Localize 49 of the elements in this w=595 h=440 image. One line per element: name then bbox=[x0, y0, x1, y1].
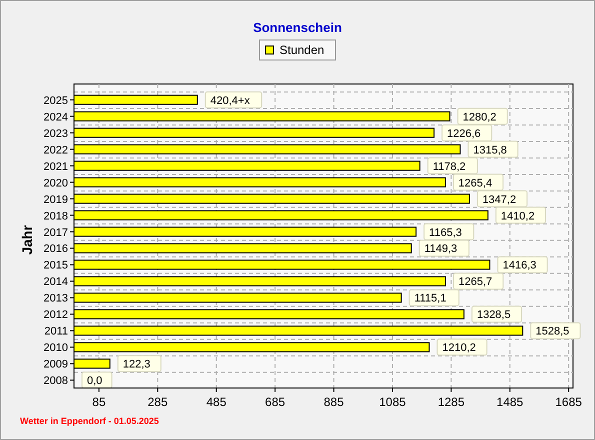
y-tick-label: 2022 bbox=[44, 144, 68, 156]
text: 1416,3 bbox=[502, 260, 536, 272]
legend-label: Stunden bbox=[280, 43, 324, 57]
y-tick-label: 2017 bbox=[44, 226, 68, 239]
text: 122,3 bbox=[122, 358, 150, 371]
text: 1265,4 bbox=[458, 177, 492, 190]
text: 420,4+x bbox=[210, 94, 250, 107]
x-tick-label: 1285 bbox=[438, 395, 465, 409]
x-tick-label: 1685 bbox=[555, 395, 582, 409]
x-tick-label: 885 bbox=[324, 395, 344, 409]
text: 1115,1 bbox=[414, 292, 446, 305]
y-tick-label: 2008 bbox=[44, 375, 68, 388]
y-tick-label: 2019 bbox=[44, 194, 68, 206]
y-tick-label: 2016 bbox=[44, 243, 68, 256]
y-tick-label: 2023 bbox=[44, 128, 68, 140]
y-tick-label: 2025 bbox=[44, 94, 68, 107]
text: 1347,2 bbox=[482, 194, 516, 206]
text: 1210,2 bbox=[442, 342, 476, 354]
text: 1265,7 bbox=[458, 276, 492, 288]
x-tick-label: 285 bbox=[148, 395, 168, 409]
text: 1528,5 bbox=[536, 326, 570, 338]
y-tick-label: 2020 bbox=[44, 177, 68, 190]
text: Wetter in Eppendorf - 01.05.2025 bbox=[20, 416, 159, 426]
x-tick-label: 685 bbox=[265, 395, 286, 409]
y-tick-label: 2012 bbox=[44, 309, 68, 322]
chart-title: Sonnenschein bbox=[253, 20, 342, 35]
y-tick-label: 2018 bbox=[44, 210, 68, 222]
x-tick-label: 1085 bbox=[379, 395, 406, 409]
y-tick-label: 2009 bbox=[44, 358, 68, 371]
x-tick-label: 485 bbox=[206, 395, 227, 409]
text: 1165,3 bbox=[429, 226, 462, 239]
y-tick-label: 2024 bbox=[44, 111, 68, 124]
text: 1315,8 bbox=[473, 144, 507, 156]
y-tick-label: 2011 bbox=[44, 326, 68, 338]
y-axis-title: Jahr bbox=[19, 224, 35, 255]
y-tick-label: 2021 bbox=[44, 160, 68, 173]
text: 1410,2 bbox=[500, 210, 535, 222]
text: 1149,3 bbox=[424, 243, 458, 256]
text: 1280,2 bbox=[462, 111, 496, 124]
x-tick-label: 85 bbox=[92, 395, 106, 409]
text: 1226,6 bbox=[447, 128, 481, 140]
y-tick-label: 2010 bbox=[44, 342, 68, 354]
text: 0,0 bbox=[87, 375, 102, 388]
text: 1328,5 bbox=[476, 309, 511, 322]
y-tick-label: 2013 bbox=[44, 292, 68, 305]
text: 1178,2 bbox=[432, 160, 466, 173]
y-tick-label: 2014 bbox=[44, 276, 68, 288]
x-tick-label: 1485 bbox=[496, 395, 524, 409]
y-tick-label: 2015 bbox=[44, 260, 68, 272]
